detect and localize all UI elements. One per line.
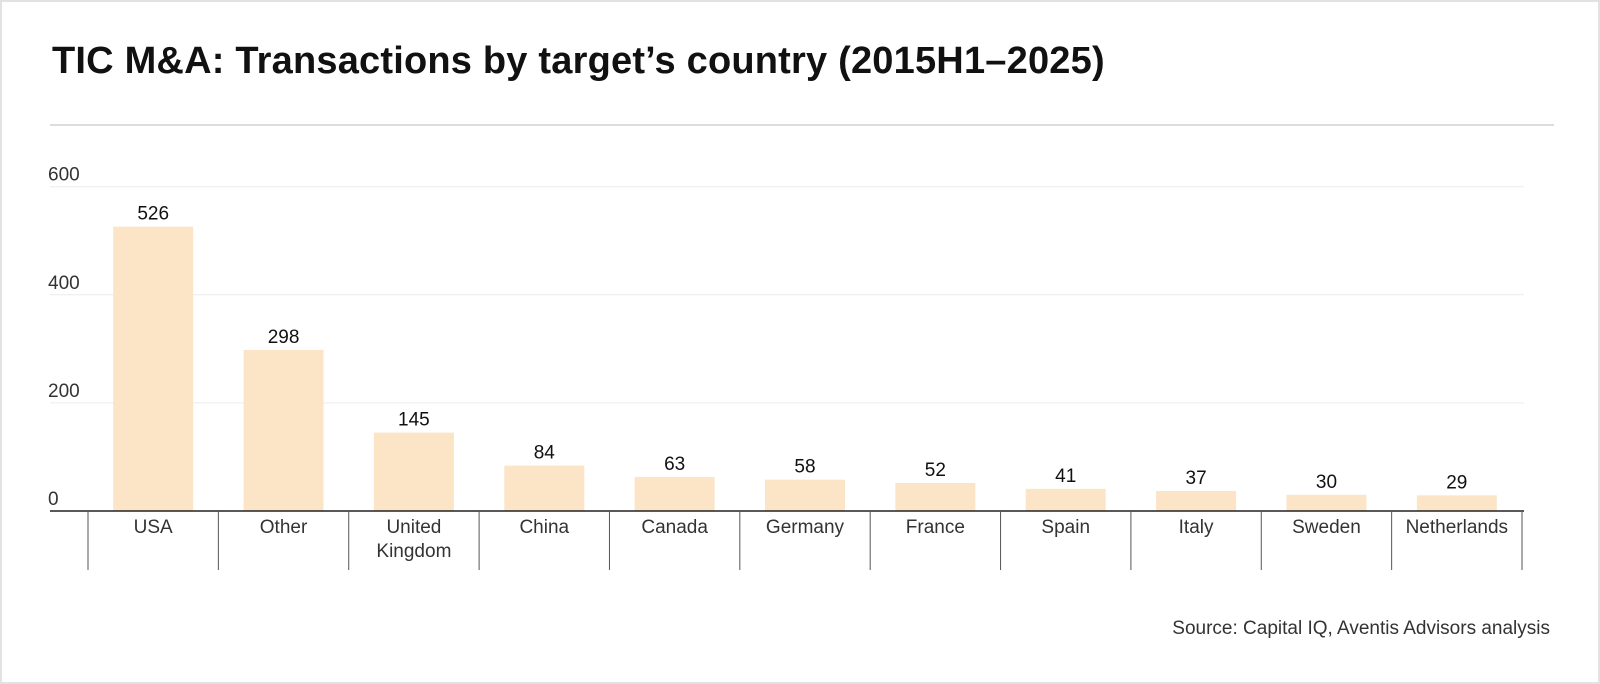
x-tick-label-line: Netherlands xyxy=(1406,517,1508,538)
data-label-5: 58 xyxy=(794,457,815,478)
x-tick-label-line: Spain xyxy=(1041,517,1090,538)
x-tick-label-line: Italy xyxy=(1179,517,1214,538)
bar-4 xyxy=(634,476,715,511)
x-tick-label-line: Other xyxy=(260,517,308,538)
data-labels: 526 298 145 84 63 58 52 41 37 30 29 xyxy=(137,204,1467,494)
y-tick-label-0: 0 xyxy=(48,489,59,510)
x-tick-label-line: France xyxy=(906,517,965,538)
bar-5 xyxy=(765,479,845,511)
bar-3 xyxy=(504,465,585,511)
x-tick-label-4: Canada xyxy=(641,517,708,538)
bars xyxy=(113,226,1497,511)
source-note: Source: Capital IQ, Aventis Advisors ana… xyxy=(1172,618,1550,639)
x-tick-label-line: United xyxy=(386,517,441,538)
data-label-10: 29 xyxy=(1446,472,1467,493)
x-tick-label-10: Netherlands xyxy=(1406,517,1508,538)
data-label-4: 63 xyxy=(664,454,685,475)
data-label-0: 526 xyxy=(137,204,169,225)
x-axis-categories: USA Other United Kingdom China Canada Germany F… xyxy=(134,517,1508,562)
x-tick-label-line: Kingdom xyxy=(376,541,451,562)
x-tick-label-3: China xyxy=(519,517,569,538)
x-tick-label-2: United Kingdom xyxy=(376,517,451,562)
x-tick-label-6: France xyxy=(906,517,965,538)
bar-9 xyxy=(1286,494,1367,511)
x-tick-label-line: Sweden xyxy=(1292,517,1361,538)
bar-6 xyxy=(895,482,976,511)
y-tick-label-200: 200 xyxy=(48,381,80,402)
y-tick-label-400: 400 xyxy=(48,273,80,294)
x-tick-label-line: USA xyxy=(134,517,173,538)
x-tick-label-0: USA xyxy=(134,517,173,538)
bar-2 xyxy=(373,432,454,511)
bar-7 xyxy=(1025,488,1106,511)
data-label-9: 30 xyxy=(1316,472,1337,493)
x-tick-label-5: Germany xyxy=(766,517,845,538)
x-tick-label-line: Canada xyxy=(641,517,708,538)
bar-10 xyxy=(1416,495,1497,511)
x-tick-label-8: Italy xyxy=(1179,517,1214,538)
data-label-3: 84 xyxy=(534,443,556,464)
x-tick-label-1: Other xyxy=(260,517,308,538)
data-label-8: 37 xyxy=(1186,468,1207,489)
bar-1 xyxy=(243,349,324,511)
y-axis-ticks: 0 200 400 600 xyxy=(48,165,80,510)
bar-8 xyxy=(1156,491,1237,511)
x-tick-label-7: Spain xyxy=(1041,517,1090,538)
data-label-1: 298 xyxy=(268,327,300,348)
title-divider xyxy=(50,124,1554,126)
x-axis xyxy=(50,510,1524,570)
y-tick-label-600: 600 xyxy=(48,165,80,186)
x-tick-label-9: Sweden xyxy=(1292,517,1361,538)
x-tick-label-line: Germany xyxy=(766,517,845,538)
data-label-6: 52 xyxy=(925,460,946,481)
data-label-2: 145 xyxy=(398,410,430,431)
data-label-7: 41 xyxy=(1055,466,1076,487)
bar-0 xyxy=(113,226,194,511)
x-tick-label-line: China xyxy=(519,517,569,538)
chart-title: TIC M&A: Transactions by target’s countr… xyxy=(52,40,1105,82)
